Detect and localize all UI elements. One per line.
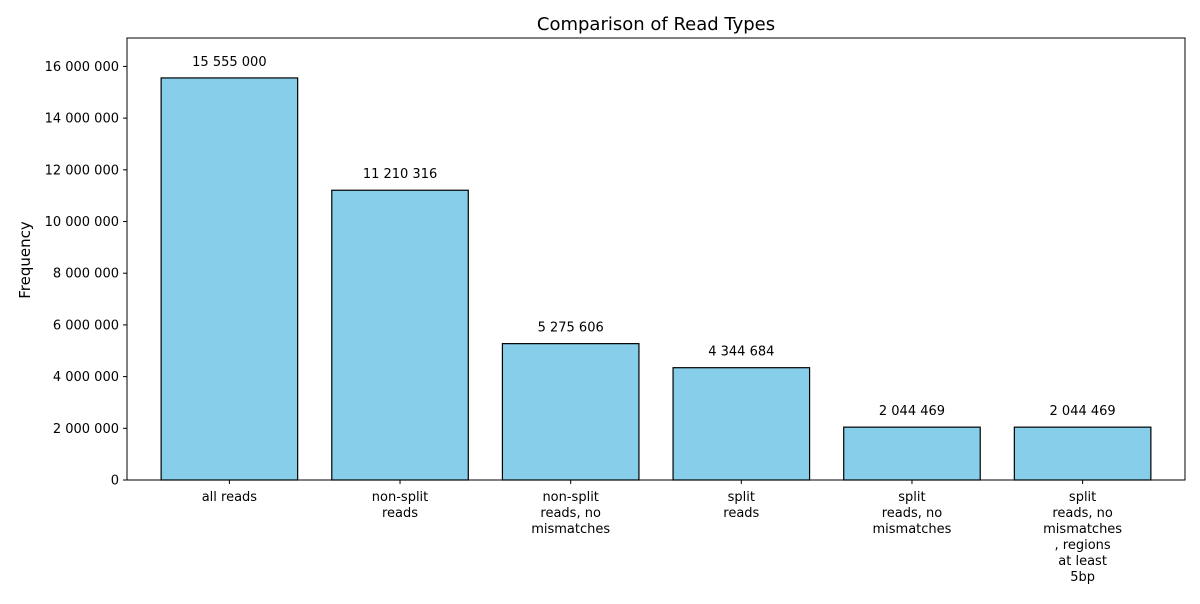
bar <box>1013 426 1152 481</box>
y-tick-label: 6 000 000 <box>53 318 119 333</box>
chart-title: Comparison of Read Types <box>537 14 775 35</box>
bar-value-label: 5 275 606 <box>538 321 604 336</box>
bar-value-label: 4 344 684 <box>708 345 774 360</box>
value-labels-layer: 15 555 000 11 210 316 5 275 606 4 344 684 2 … <box>192 55 1116 419</box>
y-axis-label: Frequency <box>16 221 34 299</box>
bar <box>843 426 981 481</box>
x-tick-label: non-split reads, no mismatches <box>531 490 610 537</box>
plot-frame <box>126 37 1186 481</box>
bar <box>160 77 299 481</box>
x-tick-label: all reads <box>202 490 258 505</box>
y-tick-label: 2 000 000 <box>53 422 119 437</box>
bar-value-label: 11 210 316 <box>363 167 437 182</box>
bar <box>501 343 640 481</box>
y-tick-label: 10 000 000 <box>45 215 119 230</box>
y-tick-label: 16 000 000 <box>45 60 119 75</box>
bar <box>672 367 811 481</box>
y-tick-label: 8 000 000 <box>53 267 119 282</box>
x-tick-label: split reads <box>723 490 759 521</box>
bar-value-label: 15 555 000 <box>192 55 266 70</box>
y-tick-label: 12 000 000 <box>45 163 119 178</box>
bar <box>331 189 469 481</box>
bars-layer <box>160 77 1152 481</box>
x-axis-ticks: all reads non-split reads non-split reads, n… <box>202 480 1122 585</box>
y-tick-label: 14 000 000 <box>45 112 119 127</box>
x-tick-label: non-split reads <box>372 490 428 521</box>
x-tick-label: split reads, no mismatches, regions at leas… <box>1043 490 1122 585</box>
bar-value-label: 2 044 469 <box>1050 404 1116 419</box>
y-axis-ticks: 0 2 000 000 4 000 000 6 000 000 8 000 000 10 … <box>45 60 127 489</box>
bar-value-label: 2 044 469 <box>879 404 945 419</box>
y-tick-label: 0 <box>111 474 119 489</box>
x-tick-label: split reads, no mismatches <box>872 490 951 537</box>
y-tick-label: 4 000 000 <box>53 370 119 385</box>
